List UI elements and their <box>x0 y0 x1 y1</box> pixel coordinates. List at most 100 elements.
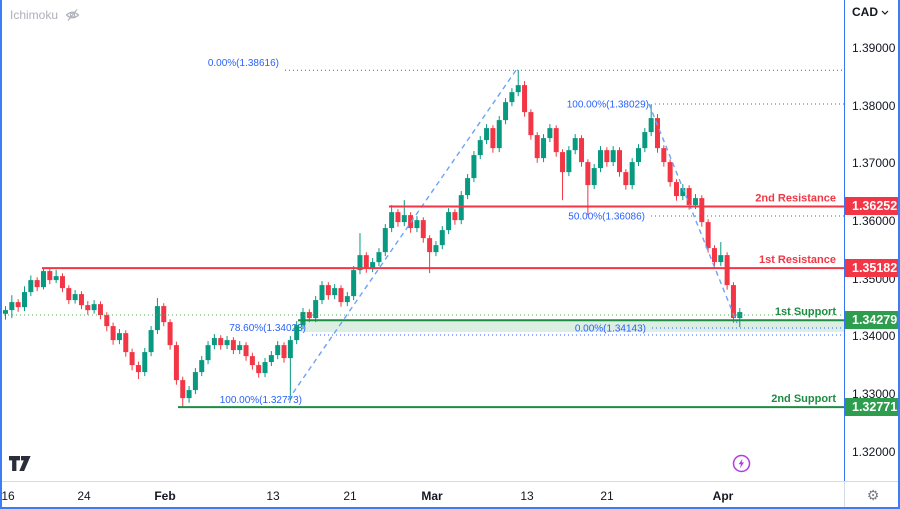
candle-body <box>477 140 483 156</box>
candle-body <box>566 150 572 173</box>
candle-body <box>85 305 91 311</box>
candle-body <box>503 102 509 121</box>
candle-body <box>287 340 293 359</box>
candlestick-chart[interactable]: 0.00%(1.38616) 78.60%(1.34023) 100.00%(1.3… <box>0 0 844 481</box>
support-zone[interactable] <box>298 320 844 332</box>
candle-body <box>699 198 705 223</box>
candle-body <box>515 85 521 93</box>
candle-body <box>522 85 528 113</box>
2nd-resistance-label: 2nd Resistance <box>755 192 836 204</box>
candle-body <box>173 345 179 381</box>
candle-body <box>395 212 401 223</box>
time-tick-label: 13 <box>520 489 534 503</box>
candle-body <box>104 315 110 327</box>
candle-body <box>262 362 268 374</box>
candle-body <box>465 178 471 196</box>
candle-body <box>490 128 496 149</box>
flash-icon[interactable] <box>732 454 751 478</box>
candle-body <box>332 288 338 296</box>
indicator-name: Ichimoku <box>10 8 59 22</box>
candle-body <box>528 112 534 136</box>
candle-body <box>648 118 654 133</box>
candle-body <box>142 352 148 373</box>
candle-body <box>230 340 236 351</box>
time-tick-label: Apr <box>712 489 734 503</box>
candle-body <box>116 333 122 341</box>
candle-body <box>218 338 224 346</box>
candle-body <box>53 276 59 281</box>
candle-body <box>161 306 167 323</box>
candlestick-series <box>3 70 743 408</box>
candle-body <box>205 345 211 361</box>
candle-body <box>711 248 717 263</box>
time-tick-label: Feb <box>154 489 176 503</box>
candle-body <box>376 252 382 263</box>
candle-body <box>654 118 660 149</box>
fib-down-level-label: 50.00%(1.36086) <box>568 212 645 223</box>
candle-body <box>256 365 262 374</box>
candle-body <box>673 182 679 197</box>
candle-body <box>224 340 230 346</box>
candle-body <box>370 262 376 269</box>
candle-body <box>148 330 154 353</box>
candle-body <box>382 228 388 253</box>
candle-body <box>572 138 578 151</box>
time-tick-label: Mar <box>421 489 443 503</box>
price-badge: 1.32771 <box>845 398 900 417</box>
candle-body <box>718 255 724 263</box>
candle-body <box>306 312 312 319</box>
time-axis[interactable]: 16 24 Feb 13 21 Mar 13 21 Apr <box>0 481 844 509</box>
candle-body <box>414 220 420 229</box>
candle-body <box>167 322 173 346</box>
fib-down-trendline[interactable] <box>648 103 738 324</box>
candle-body <box>319 285 325 301</box>
price-tick-label: 1.37000 <box>852 156 896 171</box>
candle-body <box>680 188 686 197</box>
candle-body <box>636 148 641 163</box>
price-badge: 1.36252 <box>845 197 900 216</box>
fib-up-level-label: 100.00%(1.32773) <box>220 395 302 406</box>
axis-corner: ⚙ <box>844 481 900 509</box>
price-badge: 1.34279 <box>845 311 900 330</box>
time-tick-label: 16 <box>1 489 15 503</box>
tradingview-logo[interactable] <box>8 455 32 477</box>
candle-body <box>28 280 34 293</box>
candle-body <box>300 312 306 326</box>
candle-body <box>579 138 585 163</box>
fib-down[interactable]: 100.00%(1.38029) 50.00%(1.36086) 0.00%(1.3… <box>567 100 844 335</box>
candle-body <box>123 333 129 353</box>
price-axis[interactable]: CAD 1.39000 1.38000 1.37000 1.36000 1.35000 1… <box>844 0 900 481</box>
candle-body <box>705 222 711 249</box>
candle-body <box>211 338 217 346</box>
candle-body <box>724 255 730 286</box>
price-tick-label: 1.39000 <box>852 41 896 56</box>
candle-body <box>199 360 205 373</box>
candle-body <box>325 285 331 296</box>
fib-up-level-label: 0.00%(1.38616) <box>208 58 279 69</box>
eye-off-icon[interactable] <box>65 8 80 22</box>
candle-body <box>66 288 72 301</box>
candle-body <box>623 172 629 186</box>
candle-body <box>97 304 103 316</box>
candle-body <box>452 212 458 221</box>
chart-canvas[interactable]: 0.00%(1.38616) 78.60%(1.34023) 100.00%(1.3… <box>0 0 844 481</box>
candle-body <box>617 150 623 173</box>
fib-up-trendline[interactable] <box>287 69 517 401</box>
candle-body <box>363 255 369 269</box>
candle-body <box>686 188 692 206</box>
candle-body <box>433 245 439 253</box>
settings-gear-icon[interactable]: ⚙ <box>866 488 880 504</box>
2nd-support-label: 2nd Support <box>771 393 836 405</box>
price-tick-label: 1.34000 <box>852 329 896 344</box>
candle-body <box>446 212 452 231</box>
time-tick-label: 21 <box>343 489 357 503</box>
candle-body <box>59 276 65 289</box>
price-tick-label: 1.36000 <box>852 214 896 228</box>
candle-body <box>9 302 15 311</box>
candle-body <box>135 365 141 373</box>
chevron-down-icon <box>881 10 889 15</box>
symbol-selector[interactable]: CAD <box>852 5 889 19</box>
candle-body <box>661 148 667 163</box>
candle-body <box>692 198 698 206</box>
candle-body <box>34 280 40 288</box>
